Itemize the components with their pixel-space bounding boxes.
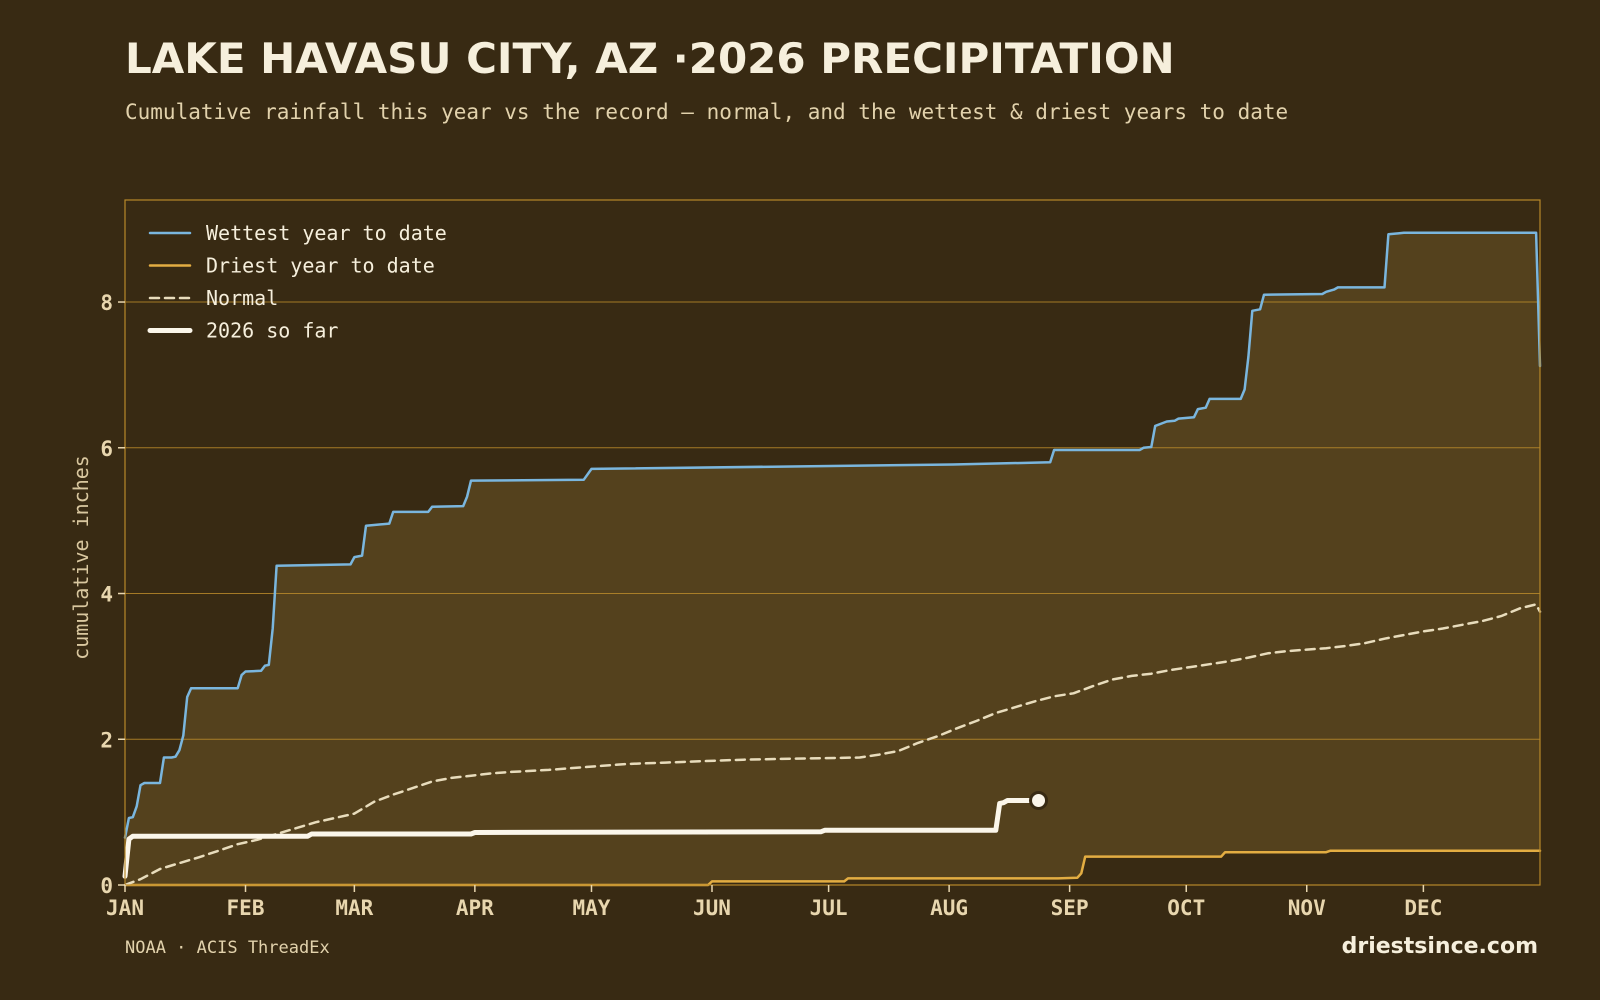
record-range-band	[125, 232, 1540, 886]
y-tick-label-2: 2	[100, 728, 113, 752]
y-tick-label-6: 6	[100, 437, 113, 461]
chart-subtitle: Cumulative rainfall this year vs the rec…	[125, 100, 1289, 124]
x-tick-label-jun: JUN	[693, 896, 731, 920]
source-credit: NOAA · ACIS ThreadEx	[125, 938, 330, 958]
x-tick-label-sep: SEP	[1051, 896, 1089, 920]
x-tick-label-jul: JUL	[810, 896, 848, 920]
x-tick-label-dec: DEC	[1404, 896, 1442, 920]
y-tick-label-8: 8	[100, 291, 113, 315]
record-range-fill	[125, 232, 1540, 886]
x-tick-label-mar: MAR	[335, 896, 373, 920]
x-tick-label-feb: FEB	[227, 896, 265, 920]
series-line-normal	[123, 603, 1542, 887]
chart-title: LAKE HAVASU CITY, AZ ·2026 PRECIPITATION	[125, 34, 1175, 83]
x-axis-ticks: JAN FEB MAR APR MAY JUN JUL AUG SEP OCT NOV DEC	[106, 885, 1442, 920]
series-line-driest	[123, 849, 1542, 887]
legend-label-normal: Normal	[206, 286, 278, 310]
plot-frame	[124, 199, 1541, 886]
x-tick-label-oct: OCT	[1167, 896, 1205, 920]
series-line-wettest	[123, 231, 1542, 839]
y-axis-label-group: cumulative inches	[69, 455, 93, 660]
x-tick-label-jan: JAN	[106, 896, 144, 920]
series-line-current	[122, 798, 1041, 879]
brand-link[interactable]: driestsince.com	[1341, 934, 1538, 959]
x-tick-label-may: MAY	[573, 896, 611, 920]
current-endpoint-marker	[1029, 790, 1049, 810]
y-axis-ticks: 0 2 4 6 8	[100, 291, 125, 898]
y-tick-label-0: 0	[100, 874, 113, 898]
legend-label-driest: Driest year to date	[206, 254, 435, 278]
legend-label-wettest: Wettest year to date	[206, 221, 447, 245]
y-tick-label-4: 4	[100, 583, 113, 607]
x-tick-label-aug: AUG	[930, 896, 968, 920]
y-axis-label: cumulative inches	[69, 455, 93, 660]
x-tick-label-nov: NOV	[1288, 896, 1326, 920]
legend-label-current: 2026 so far	[206, 319, 338, 343]
plot-border	[124, 199, 1541, 886]
x-tick-label-apr: APR	[456, 896, 494, 920]
series-lines	[122, 231, 1542, 887]
legend: Wettest year to date Driest year to date N…	[147, 221, 447, 343]
gridlines	[125, 301, 1540, 740]
